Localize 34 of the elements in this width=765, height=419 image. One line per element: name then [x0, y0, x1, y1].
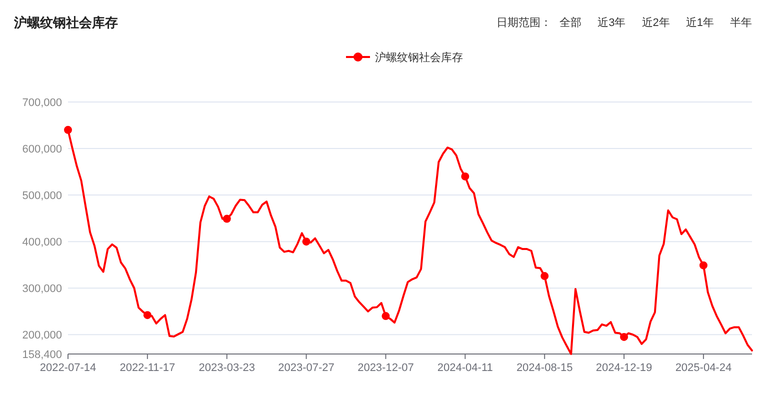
y-tick-label: 700,000 [22, 97, 62, 109]
y-tick-label: 300,000 [22, 283, 62, 296]
point [540, 272, 549, 280]
y-tick-label: 200,000 [22, 330, 62, 342]
point [143, 311, 152, 320]
x-tick-label: 2025-04-24 [675, 362, 732, 374]
y-tick-label: 400,000 [22, 236, 62, 249]
y-tick-label: 600,000 [22, 144, 62, 156]
y-tick-label: 500,000 [22, 190, 62, 202]
point [222, 214, 231, 223]
point [620, 332, 628, 341]
text: 全部 [560, 16, 582, 29]
x-tick-label: 2022-07-14 [40, 362, 96, 374]
text: 近2年 [642, 16, 670, 29]
x-tick-label: 2024-04-11 [437, 362, 493, 374]
x-tick-label: 2024-08-15 [516, 362, 573, 374]
point [302, 238, 310, 246]
chart-title: 沪螺纹钢社会库存 [13, 15, 118, 30]
x-tick-label: 2023-07-27 [278, 362, 334, 374]
x-tick-label: 2023-12-07 [358, 362, 414, 374]
x-tick-label: 2024-12-19 [596, 362, 652, 374]
text: 近3年 [598, 16, 626, 29]
x-tick-label: 2023-03-23 [198, 362, 256, 374]
point [382, 312, 390, 320]
x-tick-label: 2022-11-17 [120, 362, 176, 374]
y-tick-label: 158,400 [22, 349, 62, 361]
point [64, 126, 72, 134]
text: 半年 [730, 16, 752, 29]
legend-label: 沪螺纹钢社会库存 [375, 51, 463, 64]
legend: 沪螺纹钢社会库存 [346, 52, 463, 64]
point [699, 261, 708, 270]
text: 日期范围： [496, 16, 552, 29]
text: 近1年 [686, 16, 714, 29]
point [461, 172, 470, 180]
